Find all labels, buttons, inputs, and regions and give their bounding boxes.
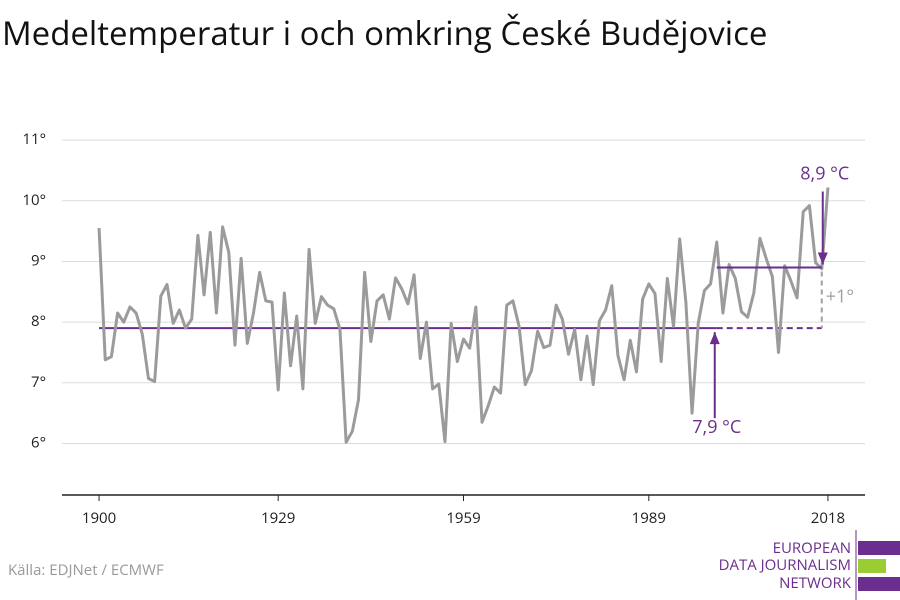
logo-bar [858, 541, 900, 555]
x-tick-label: 2018 [811, 508, 845, 528]
x-tick-label: 1959 [446, 508, 480, 528]
y-tick-label: 10° [22, 190, 46, 210]
y-tick-label: 6° [31, 432, 46, 452]
y-tick-label: 7° [31, 372, 46, 392]
logo-text: EUROPEAN [773, 538, 851, 558]
arrow-head [709, 332, 720, 345]
x-tick-label: 1900 [82, 508, 116, 528]
annotation-label: 8,9 °C [800, 161, 849, 185]
y-tick-label: 8° [31, 311, 46, 331]
difference-label: +1° [826, 285, 854, 309]
logo-text: DATA JOURNALISM [719, 555, 851, 575]
logo-text: NETWORK [779, 573, 852, 593]
logo-bar [858, 577, 900, 591]
annotation-label: 7,9 °C [692, 415, 741, 439]
y-tick-label: 11° [22, 129, 46, 149]
x-tick-label: 1929 [261, 508, 295, 528]
arrow-head [817, 252, 828, 265]
logo: EUROPEAN DATA JOURNALISM NETWORK [719, 530, 900, 600]
source: Källa: EDJNet / ECMWF [8, 560, 164, 580]
data-line [97, 187, 830, 444]
x-tick-label: 1989 [632, 508, 666, 528]
y-tick-label: 9° [31, 250, 46, 270]
chart-title: Medeltemperatur i och omkring České Budě… [2, 10, 767, 55]
logo-bar [858, 559, 886, 573]
